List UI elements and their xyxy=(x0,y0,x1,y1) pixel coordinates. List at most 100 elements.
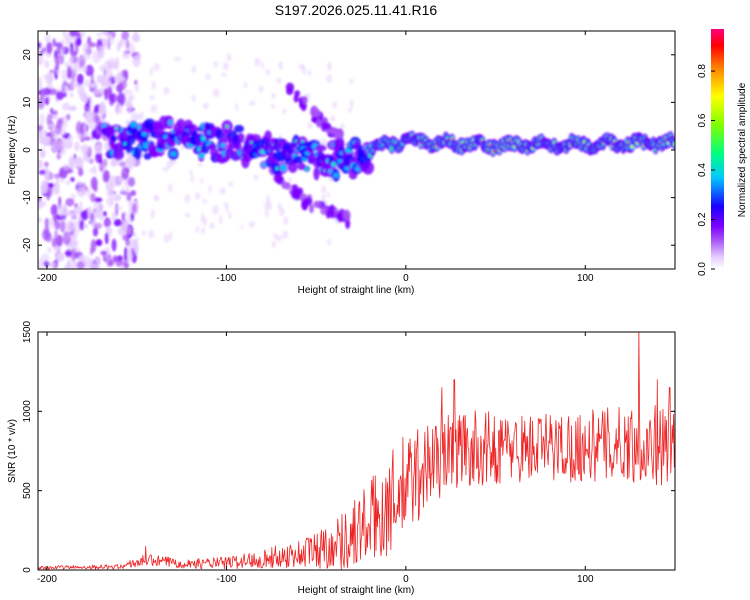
spectrogram-blob xyxy=(99,209,104,221)
spectrogram-blob xyxy=(72,220,82,234)
spectrogram-blob xyxy=(114,126,118,130)
spectrogram-blob xyxy=(38,42,42,49)
spectrogram-blob xyxy=(126,156,136,167)
spectrogram-blob xyxy=(82,42,91,54)
spectrogram-blob xyxy=(79,123,85,136)
spectrogram-blob xyxy=(44,217,50,227)
spectrogram-blob xyxy=(64,32,72,45)
spectrogram-blob xyxy=(109,93,118,103)
spectrogram-blob xyxy=(153,194,159,202)
spectrogram-blob xyxy=(117,92,126,107)
spectrogram-blob xyxy=(169,231,173,241)
spectrogram-blob xyxy=(76,261,85,269)
spectrogram-blob xyxy=(215,128,224,141)
spectrogram-blob xyxy=(91,129,96,140)
spectrogram-blob xyxy=(38,130,44,139)
spectrogram-blob xyxy=(294,90,301,97)
spectrogram-blob xyxy=(90,82,98,88)
spectrogram-blob xyxy=(51,139,61,153)
spectrogram-blob xyxy=(54,220,61,230)
spectrogram-blob xyxy=(134,79,138,85)
spectrogram-blob xyxy=(302,95,308,105)
spectrogram-blob xyxy=(42,87,51,96)
spectrogram-blob xyxy=(84,102,88,113)
spectrogram-blob xyxy=(77,186,86,198)
spectrogram-blob xyxy=(69,31,79,37)
spectrogram-blob xyxy=(38,124,44,131)
spectrogram-blob xyxy=(209,222,215,229)
spectrogram-blob xyxy=(213,61,219,68)
spectrogram-blob xyxy=(100,80,109,88)
spectrogram-blob xyxy=(176,118,185,128)
spectrogram-blob xyxy=(84,224,89,229)
spectrogram-blob xyxy=(125,186,131,193)
spectrogram-blob xyxy=(54,173,61,179)
spectrogram-blob xyxy=(228,181,233,187)
spectrogram-blob xyxy=(107,57,116,64)
spectrogram-blob xyxy=(76,156,84,168)
spectrogram-blob xyxy=(168,183,173,193)
spectrogram-blob xyxy=(93,105,99,114)
spectrogram-blob xyxy=(135,113,142,120)
colorbar-tick-label: 0.0 xyxy=(697,262,708,276)
spectrogram-blob xyxy=(73,206,81,215)
spectrogram-blob xyxy=(133,237,140,244)
spectrogram-blob xyxy=(121,212,125,222)
spectrogram-blob xyxy=(220,142,225,148)
spectrogram-blob xyxy=(167,119,173,126)
spectrogram-blob xyxy=(126,106,132,115)
spectrogram-blob xyxy=(49,217,55,229)
spectrogram-blob xyxy=(65,198,75,207)
spectrogram-blob xyxy=(112,255,118,263)
spectrogram-blob xyxy=(253,174,259,181)
spectrogram-blob xyxy=(95,153,103,164)
spectrogram-blob xyxy=(74,141,80,152)
spectrogram-blob xyxy=(195,191,201,200)
spectrogram-blob xyxy=(121,167,129,180)
spectrogram-blob xyxy=(315,144,327,152)
spectrogram-x-ticks: -200 -100 0 100 xyxy=(37,31,594,284)
spectrogram-blob xyxy=(42,200,46,207)
spectrogram-blob xyxy=(66,211,75,217)
spectrogram-blob xyxy=(283,216,289,225)
snr-frame xyxy=(37,331,676,571)
spectrogram-blob xyxy=(38,97,45,110)
spectrogram-blob xyxy=(90,176,98,191)
spectrogram-blob xyxy=(40,88,45,101)
y-tick-label: 1000 xyxy=(22,400,33,423)
spectrogram-blob xyxy=(327,61,332,71)
spectrogram-blob xyxy=(299,99,304,107)
spectrogram-blob xyxy=(80,66,87,73)
spectrogram-blob xyxy=(76,133,86,139)
snr-series-line xyxy=(38,332,675,570)
spectrogram-blob xyxy=(281,180,287,189)
spectrogram-blob xyxy=(249,134,261,143)
spectrogram-blob xyxy=(282,108,287,115)
spectrogram-blob xyxy=(44,135,51,147)
spectrogram-blob xyxy=(224,201,228,207)
spectrogram-blob xyxy=(348,78,355,84)
spectrogram-blob xyxy=(43,260,50,268)
spectrogram-blob xyxy=(46,71,54,83)
x-tick-label: 100 xyxy=(577,574,594,585)
spectrogram-blob xyxy=(321,193,326,203)
spectrogram-blob xyxy=(118,82,124,93)
spectrogram-blob xyxy=(99,64,105,72)
spectrogram-blob xyxy=(89,212,95,222)
spectrogram-blob xyxy=(111,211,117,222)
spectrogram-blob xyxy=(89,167,96,174)
spectrogram-blob xyxy=(303,197,313,206)
spectrogram-blob xyxy=(123,69,129,81)
spectrogram-blob xyxy=(298,63,305,70)
spectrogram-blob xyxy=(202,199,208,204)
spectrogram-blob xyxy=(44,97,50,106)
spectrogram-blob xyxy=(104,232,109,245)
spectrogram-blob xyxy=(349,98,354,109)
y-tick-label: -20 xyxy=(22,238,33,253)
spectrogram-blob xyxy=(118,161,126,167)
spectrogram-blob xyxy=(94,143,103,154)
spectrogram-blob xyxy=(70,248,77,262)
spectrogram-blob xyxy=(254,57,261,67)
colorbar-ticks: 0.0 0.2 0.4 0.6 0.8 xyxy=(697,64,715,276)
spectrogram-blob xyxy=(285,82,295,93)
